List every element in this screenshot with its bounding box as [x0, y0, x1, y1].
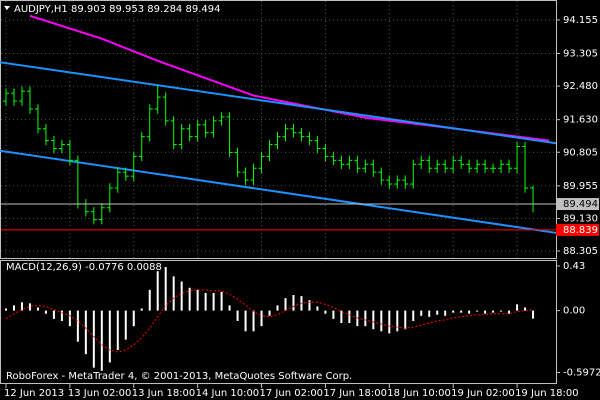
overlay-line [0, 149, 556, 234]
x-tick-label: 17 Jun 02:00 [260, 388, 324, 399]
x-tick-label: 19 Jun 18:00 [515, 388, 579, 399]
y-tick-label: 0.00 [563, 306, 585, 317]
x-tick-label: 17 Jun 18:00 [323, 388, 387, 399]
chart-title: AUDJPY,H1 89.903 89.953 89.284 89.494 [14, 4, 220, 15]
y-tick-label: 91.630 [563, 115, 598, 126]
price-label: 89.494 [563, 199, 598, 210]
y-tick-label: 88.305 [563, 246, 598, 257]
y-tick-label: 93.305 [563, 48, 598, 59]
price-label-box [556, 198, 599, 211]
overlay-line [0, 61, 556, 145]
footer: RoboForex - MetaTrader 4, © 2001-2013, M… [6, 371, 352, 382]
main-frame [0, 0, 557, 259]
y-tick-label: 89.955 [563, 181, 598, 192]
dropdown-icon [4, 6, 10, 10]
macd-frame [0, 260, 557, 384]
price-label-box [556, 223, 599, 236]
x-tick-label: 18 Jun 10:00 [387, 388, 451, 399]
price-label: 88.839 [563, 225, 598, 236]
x-tick-label: 13 Jun 02:00 [68, 388, 132, 399]
x-tick-label: 19 Jun 02:00 [451, 388, 515, 399]
y-tick-label: 0.43 [563, 261, 585, 272]
signal-line [5, 289, 534, 353]
y-tick-label: -0.5972 [563, 368, 600, 379]
y-tick-label: 94.155 [563, 15, 598, 26]
y-tick-label: 92.480 [563, 81, 598, 92]
x-tick-label: 12 Jun 2013 [4, 388, 64, 399]
macd-title: MACD(12,26,9) -0.0776 0.0088 [6, 262, 162, 273]
y-tick-label: 90.805 [563, 147, 598, 158]
x-tick-label: 14 Jun 10:00 [196, 388, 260, 399]
x-tick-label: 13 Jun 18:00 [132, 388, 196, 399]
y-tick-label: 89.130 [563, 213, 598, 224]
